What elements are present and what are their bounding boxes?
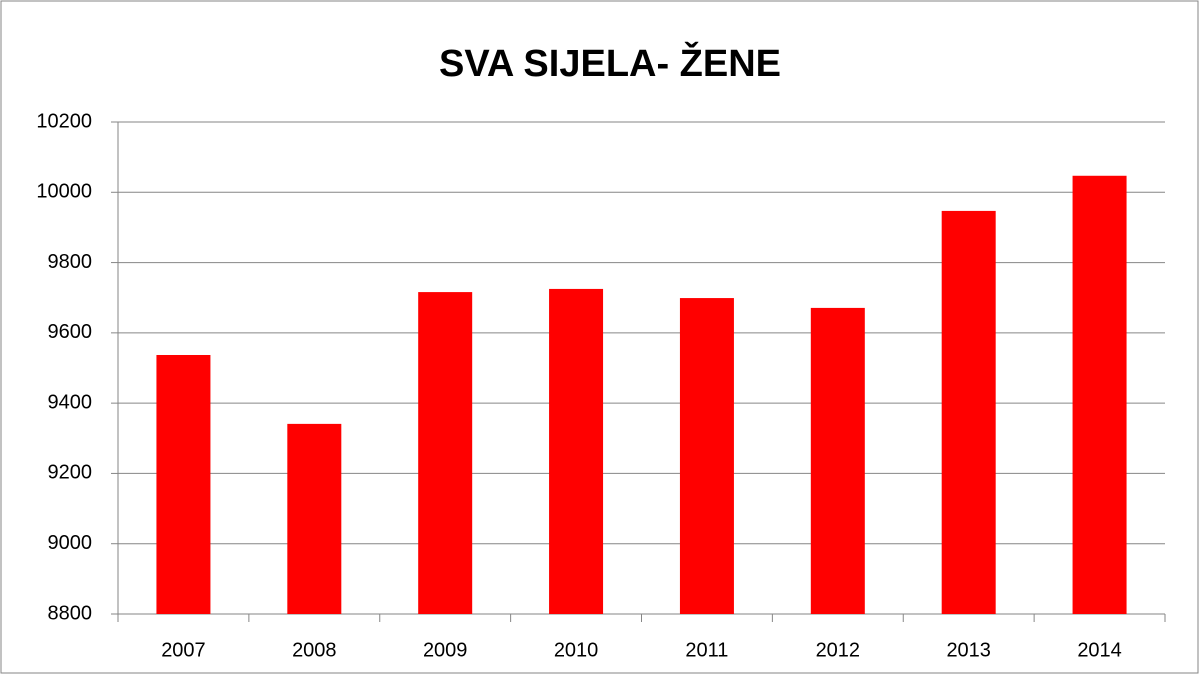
y-tick-label: 10000 [36,181,92,203]
x-tick-label: 2008 [292,639,337,661]
y-tick-label: 9600 [48,321,93,343]
bar [418,292,473,614]
bar [549,288,604,614]
y-tick-label: 10200 [36,110,92,132]
x-tick-label: 2010 [554,639,599,661]
x-tick-label: 2007 [161,639,206,661]
chart-title: SVA SIJELA- ŽENE [439,41,781,85]
bar [810,307,865,614]
y-tick-label: 9400 [48,391,93,413]
y-tick-label: 9200 [48,462,93,484]
bar [941,210,996,614]
y-tick-label: 9000 [48,532,93,554]
x-tick-label: 2011 [685,639,728,661]
y-tick-label: 8800 [48,602,93,624]
x-tick-label: 2013 [946,639,991,661]
x-tick-label: 2012 [816,639,861,661]
bar [1072,175,1127,615]
y-tick-label: 9800 [48,251,93,273]
x-tick-label: 2014 [1077,639,1122,661]
bar [287,423,342,614]
x-tick-label: 2009 [423,639,468,661]
bar [156,354,211,614]
bar [679,298,734,614]
